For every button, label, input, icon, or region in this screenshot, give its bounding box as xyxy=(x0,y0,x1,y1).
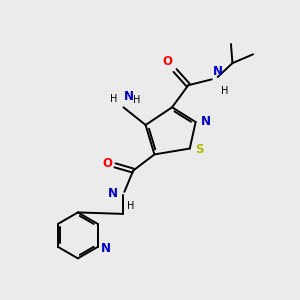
Text: H: H xyxy=(133,95,140,105)
Text: O: O xyxy=(102,157,112,170)
Text: N: N xyxy=(201,115,211,128)
Text: O: O xyxy=(163,55,173,68)
Text: H: H xyxy=(221,86,228,96)
Text: N: N xyxy=(101,242,111,255)
Text: H: H xyxy=(127,201,135,211)
Text: S: S xyxy=(195,143,203,157)
Text: N: N xyxy=(213,65,223,78)
Text: N: N xyxy=(124,90,134,103)
Text: H: H xyxy=(110,94,117,104)
Text: N: N xyxy=(108,187,118,200)
